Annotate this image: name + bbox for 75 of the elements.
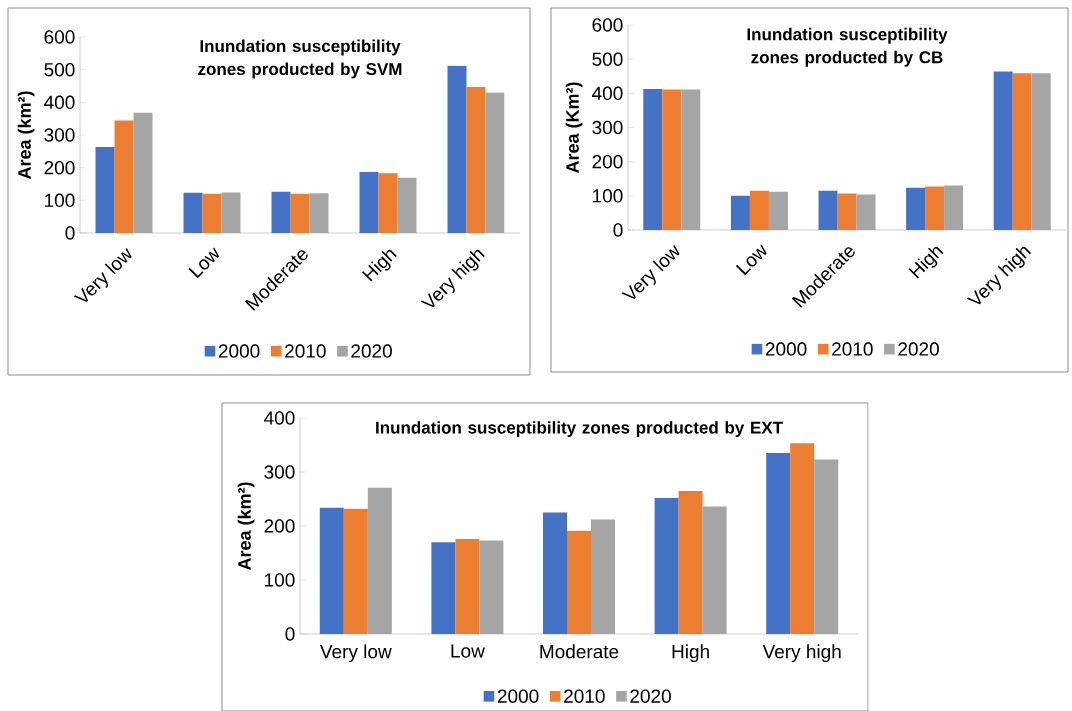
bar: [95, 147, 115, 233]
bar: [837, 193, 857, 230]
legend-label: 2000: [218, 344, 260, 358]
y-tick-label: 0: [65, 226, 75, 240]
bar: [567, 530, 591, 634]
x-tick-label: Very high: [762, 644, 841, 663]
bar: [790, 443, 815, 634]
chart-title: Inundation susceptibility zones producted by EXT: [376, 421, 783, 438]
y-tick-label: 300: [592, 120, 623, 135]
x-tick-label: Low: [451, 644, 485, 658]
x-tick-label: Very low: [73, 247, 132, 303]
y-tick-label: 100: [45, 193, 75, 208]
y-tick-label: 200: [264, 519, 295, 533]
y-tick-label: 400: [264, 411, 295, 425]
bar: [343, 508, 368, 634]
x-tick-label: Very low: [621, 244, 680, 300]
bar: [818, 190, 838, 230]
y-tick-label: 100: [265, 573, 295, 587]
bar: [925, 186, 945, 230]
legend-label: 2020: [351, 344, 392, 358]
bar: [766, 453, 791, 634]
y-tick-label: 300: [264, 465, 295, 479]
bar: [643, 88, 663, 230]
bar: [378, 173, 398, 233]
y-tick-label: 500: [44, 62, 75, 77]
bar: [431, 542, 456, 634]
bar: [466, 86, 486, 233]
legend-label: 2000: [765, 342, 807, 356]
bar: [202, 193, 222, 233]
legend-label: 2010: [832, 342, 873, 356]
bar: [749, 190, 769, 230]
bar: [183, 192, 203, 233]
bar: [1012, 73, 1032, 230]
x-tick-label: Very high: [966, 246, 1032, 305]
text: Inundation susceptibility zones producted by SVM: [198, 39, 402, 79]
y-axis-title: Area (km²): [17, 91, 35, 180]
bar: [993, 71, 1013, 230]
y-tick-label: 300: [44, 128, 75, 142]
y-axis-title: Area (km²): [237, 482, 255, 571]
y-tick-label: 100: [593, 189, 623, 203]
x-tick-label: Low: [735, 244, 767, 276]
legend-label: 2000: [497, 689, 539, 703]
y-tick-label: 400: [592, 86, 623, 101]
x-tick-label: High: [672, 644, 709, 663]
legend-label: 2010: [285, 344, 326, 358]
bar: [543, 512, 567, 634]
bar: [359, 171, 379, 233]
bar: [271, 191, 291, 233]
y-tick-label: 0: [613, 223, 623, 237]
legend-label: 2010: [564, 689, 605, 703]
bar: [447, 65, 467, 233]
y-tick-label: 400: [44, 95, 75, 110]
y-tick-label: 0: [285, 627, 295, 641]
legend-label: 2020: [898, 342, 939, 356]
y-tick-label: 500: [592, 52, 623, 66]
bar: [654, 497, 679, 634]
legend-label: 2020: [630, 689, 671, 703]
bar: [906, 187, 926, 230]
bar: [114, 120, 134, 233]
y-tick-label: 600: [592, 18, 623, 32]
x-tick-label: Low: [188, 247, 220, 279]
bar: [319, 507, 344, 634]
y-tick-label: 200: [592, 154, 623, 169]
bar: [290, 193, 310, 233]
text: Inundation susceptibility zones producted by CB: [747, 27, 948, 67]
y-tick-label: 200: [44, 160, 75, 175]
x-tick-label: Moderate: [540, 644, 619, 659]
bar: [455, 538, 480, 634]
x-tick-label: Very low: [319, 644, 392, 663]
y-axis-title: Area (Km²): [565, 82, 583, 174]
y-tick-label: 600: [44, 30, 75, 44]
x-tick-label: Very high: [420, 249, 485, 308]
bar: [662, 89, 682, 230]
bar: [730, 195, 750, 230]
bar: [678, 490, 703, 634]
